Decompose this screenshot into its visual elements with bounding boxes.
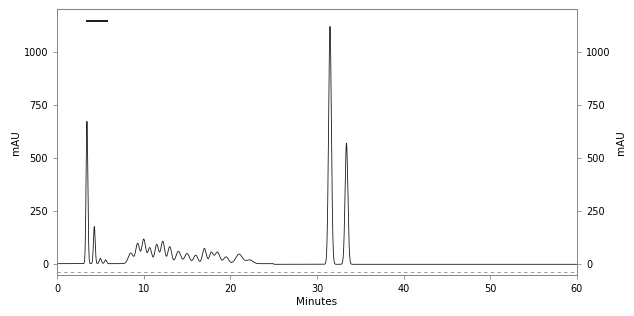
Y-axis label: mAU: mAU: [616, 130, 626, 155]
Y-axis label: mAU: mAU: [11, 130, 21, 155]
X-axis label: Minutes: Minutes: [297, 297, 337, 307]
